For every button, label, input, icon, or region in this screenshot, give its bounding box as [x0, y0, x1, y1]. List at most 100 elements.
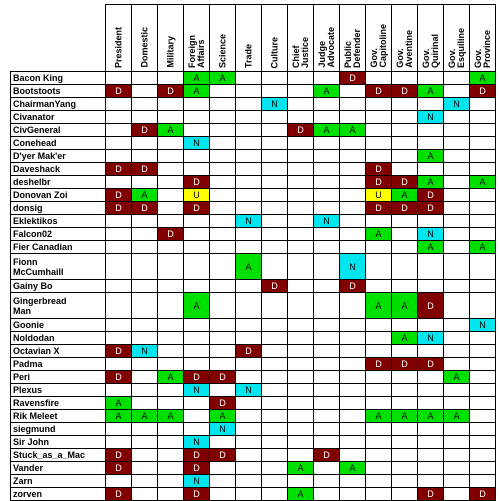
position-cell — [443, 84, 470, 98]
position-cell — [365, 71, 392, 85]
position-cell: D — [157, 84, 184, 98]
position-cell — [313, 318, 340, 332]
position-cell: D — [365, 84, 392, 98]
table-row: Padma D D D — [10, 357, 496, 371]
position-cell — [235, 97, 262, 111]
position-cell — [183, 422, 210, 436]
position-cell — [183, 162, 210, 176]
position-cell: D — [235, 344, 262, 358]
position-cell: N — [261, 97, 288, 111]
candidate-name-text: Falcon02 — [13, 229, 53, 239]
position-cell — [339, 292, 366, 319]
position-cell — [469, 253, 496, 280]
column-header-label: President — [113, 26, 123, 68]
position-cell: D — [105, 84, 132, 98]
position-cell — [261, 370, 288, 384]
position-cell — [105, 136, 132, 150]
position-cell — [313, 188, 340, 202]
position-cell: D — [391, 357, 418, 371]
position-cell — [443, 188, 470, 202]
candidate-name: Peri — [10, 370, 106, 384]
position-cell — [183, 214, 210, 228]
table-row: deshelbr D D D A A — [10, 175, 496, 189]
position-cell: A — [391, 292, 418, 319]
table-row: siegmund N — [10, 422, 496, 436]
position-cell — [469, 214, 496, 228]
candidate-name: Zarn — [10, 474, 106, 488]
position-cell — [209, 227, 236, 241]
position-cell — [261, 357, 288, 371]
position-cell — [339, 331, 366, 345]
position-cell — [157, 396, 184, 410]
position-cell: D — [209, 370, 236, 384]
position-cell — [313, 383, 340, 397]
position-cell — [391, 448, 418, 462]
position-cell: A — [417, 149, 444, 163]
position-cell — [261, 487, 288, 501]
position-cell — [365, 370, 392, 384]
position-cell — [157, 292, 184, 319]
position-cell: A — [391, 188, 418, 202]
position-cell — [313, 253, 340, 280]
position-cell — [131, 396, 158, 410]
position-cell — [235, 110, 262, 124]
position-cell — [131, 487, 158, 501]
position-cell: N — [417, 110, 444, 124]
candidate-name: Bacon King — [10, 71, 106, 85]
position-cell: D — [105, 162, 132, 176]
position-cell — [261, 162, 288, 176]
position-cell: D — [313, 448, 340, 462]
position-cell: A — [417, 240, 444, 254]
position-cell — [417, 123, 444, 137]
table-row: Fionn McCumhaill A N — [10, 253, 496, 280]
candidate-name-text: Ravensfire — [13, 398, 60, 408]
position-cell — [391, 253, 418, 280]
position-cell — [209, 435, 236, 449]
position-cell — [417, 162, 444, 176]
header-corner — [10, 4, 106, 72]
position-cell — [105, 331, 132, 345]
position-cell — [209, 292, 236, 319]
candidate-name: Sir John — [10, 435, 106, 449]
position-cell: N — [131, 344, 158, 358]
position-cell — [313, 240, 340, 254]
position-cell: D — [183, 461, 210, 475]
position-cell — [209, 331, 236, 345]
position-cell — [209, 357, 236, 371]
position-cell — [313, 292, 340, 319]
position-cell — [235, 201, 262, 215]
candidate-name: Bootstoots — [10, 84, 106, 98]
position-cell: D — [391, 175, 418, 189]
position-cell — [235, 474, 262, 488]
position-cell — [261, 383, 288, 397]
position-cell: U — [183, 188, 210, 202]
position-cell — [261, 461, 288, 475]
position-cell — [443, 461, 470, 475]
position-cell: A — [365, 227, 392, 241]
position-cell — [235, 409, 262, 423]
position-cell — [313, 331, 340, 345]
position-cell: N — [417, 331, 444, 345]
table-row: Sir John N — [10, 435, 496, 449]
position-cell — [261, 448, 288, 462]
position-cell — [443, 214, 470, 228]
position-cell — [157, 448, 184, 462]
position-cell — [339, 383, 366, 397]
position-cell — [183, 253, 210, 280]
candidate-name-text: Octavian X — [13, 346, 60, 356]
position-cell — [339, 318, 366, 332]
position-cell — [391, 487, 418, 501]
position-cell — [157, 97, 184, 111]
position-cell — [417, 97, 444, 111]
position-cell: A — [235, 253, 262, 280]
position-cell — [339, 162, 366, 176]
column-header-label: Domestic — [139, 27, 149, 68]
position-cell: A — [157, 370, 184, 384]
position-cell — [209, 188, 236, 202]
position-cell — [443, 240, 470, 254]
position-cell — [235, 188, 262, 202]
position-cell — [287, 370, 314, 384]
position-cell: A — [365, 409, 392, 423]
position-cell — [131, 331, 158, 345]
position-cell — [339, 84, 366, 98]
